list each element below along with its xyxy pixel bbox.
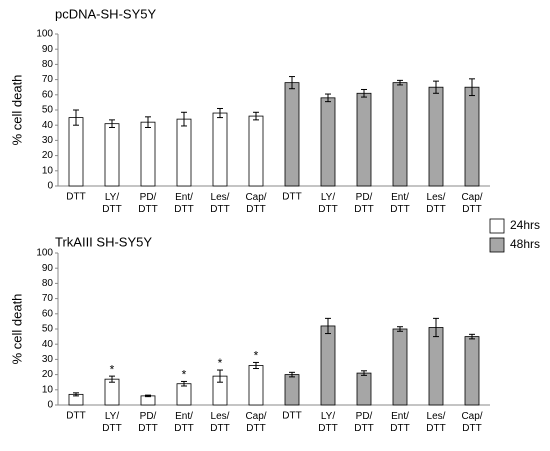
y-tick-label: 40 xyxy=(42,339,54,350)
x-tick-label: Cap/DTT xyxy=(245,192,266,215)
y-tick-label: 50 xyxy=(42,324,54,335)
y-tick-label: 0 xyxy=(47,181,53,192)
bar xyxy=(284,374,300,406)
x-tick-label: PD/DTT xyxy=(354,411,373,434)
bar xyxy=(104,378,120,406)
x-tick-label: LY/DTT xyxy=(318,192,337,215)
chart-title: TrkAIII SH-SY5Y xyxy=(55,234,152,249)
bar xyxy=(248,115,264,187)
x-tick-label: Ent/DTT xyxy=(174,192,193,215)
bar xyxy=(356,372,372,406)
x-tick-label: PD/DTT xyxy=(138,192,157,215)
x-tick-label: Cap/DTT xyxy=(461,192,482,215)
x-tick-label: Les/DTT xyxy=(426,411,445,434)
bar xyxy=(320,325,336,406)
x-tick-label: LY/DTT xyxy=(102,411,121,434)
x-tick-label: Les/DTT xyxy=(210,411,229,434)
y-tick-label: 80 xyxy=(42,278,54,289)
x-tick-label: PD/DTT xyxy=(138,411,157,434)
x-tick-label: Ent/DTT xyxy=(390,411,409,434)
y-tick-label: 20 xyxy=(42,369,54,380)
y-tick-label: 100 xyxy=(36,248,53,259)
bar xyxy=(176,118,192,187)
y-tick-label: 10 xyxy=(42,384,54,395)
chart-title: pcDNA-SH-SY5Y xyxy=(55,6,156,21)
x-tick-label: Les/DTT xyxy=(210,192,229,215)
y-tick-label: 60 xyxy=(42,308,54,319)
bar xyxy=(356,92,372,187)
bar xyxy=(68,117,84,187)
x-tick-label: DTT xyxy=(66,411,85,422)
x-tick-label: Les/DTT xyxy=(426,192,445,215)
x-tick-label: DTT xyxy=(282,411,301,422)
significance-marker: * xyxy=(182,368,187,382)
legend-swatch xyxy=(489,237,505,253)
significance-marker: * xyxy=(110,362,115,376)
y-tick-label: 90 xyxy=(42,44,54,55)
significance-marker: * xyxy=(218,356,223,370)
y-axis-label: % cell death xyxy=(9,294,24,365)
legend-label: 48hrs xyxy=(510,237,540,251)
y-tick-label: 30 xyxy=(42,135,54,146)
bar xyxy=(140,121,156,187)
y-tick-label: 60 xyxy=(42,89,54,100)
y-tick-label: 50 xyxy=(42,105,54,116)
x-tick-label: Ent/DTT xyxy=(174,411,193,434)
bar xyxy=(248,365,264,406)
bar xyxy=(392,82,408,187)
y-tick-label: 80 xyxy=(42,59,54,70)
bar xyxy=(392,328,408,406)
x-tick-label: DTT xyxy=(66,192,85,203)
bar xyxy=(212,112,228,187)
y-tick-label: 30 xyxy=(42,354,54,365)
x-tick-label: Cap/DTT xyxy=(461,411,482,434)
significance-marker: * xyxy=(254,349,259,363)
y-tick-label: 70 xyxy=(42,74,54,85)
y-tick-label: 40 xyxy=(42,120,54,131)
y-tick-label: 10 xyxy=(42,165,54,176)
bar xyxy=(320,97,336,187)
y-tick-label: 70 xyxy=(42,293,54,304)
y-axis-label: % cell death xyxy=(9,75,24,146)
bar xyxy=(284,82,300,187)
y-tick-label: 20 xyxy=(42,150,54,161)
x-tick-label: PD/DTT xyxy=(354,192,373,215)
legend-swatch xyxy=(489,218,505,234)
bar xyxy=(176,383,192,406)
x-tick-label: Ent/DTT xyxy=(390,192,409,215)
x-tick-label: Cap/DTT xyxy=(245,411,266,434)
y-tick-label: 100 xyxy=(36,29,53,40)
x-tick-label: LY/DTT xyxy=(102,192,121,215)
bar xyxy=(140,395,156,406)
bar xyxy=(104,123,120,187)
y-tick-label: 0 xyxy=(47,400,53,411)
bar xyxy=(464,336,480,406)
bar xyxy=(464,86,480,187)
bar xyxy=(428,86,444,187)
legend-label: 24hrs xyxy=(510,218,540,232)
bar xyxy=(428,327,444,406)
x-tick-label: DTT xyxy=(282,192,301,203)
x-tick-label: LY/DTT xyxy=(318,411,337,434)
y-tick-label: 90 xyxy=(42,263,54,274)
